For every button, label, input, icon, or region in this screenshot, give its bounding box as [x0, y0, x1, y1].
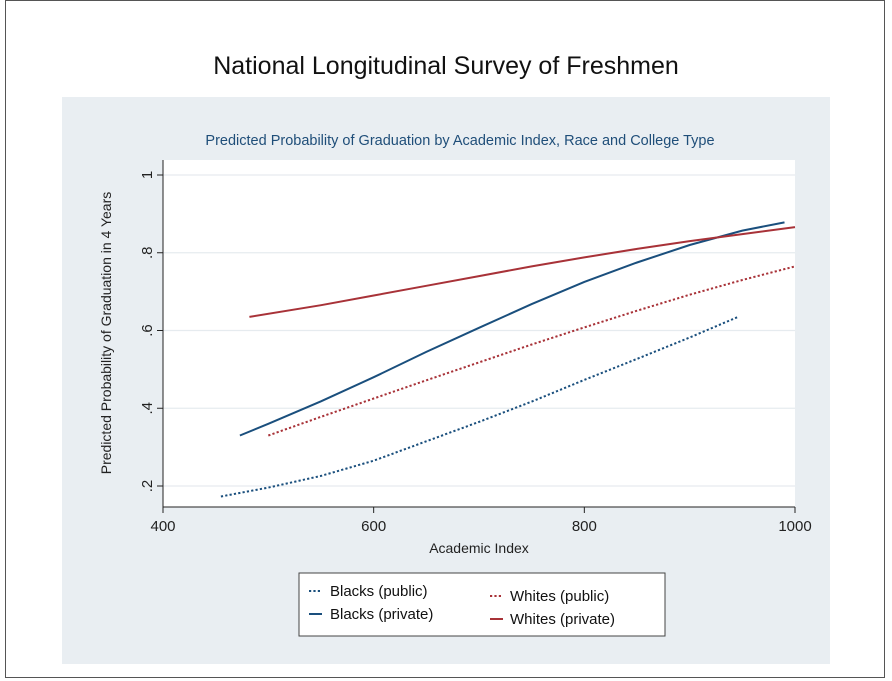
plot-area: [163, 160, 795, 507]
legend-box: [298, 572, 666, 637]
axes: .2 .4 .6 .8 1 400 600 800 1000: [139, 160, 812, 535]
gridlines: [163, 174, 795, 487]
x-axis-title: Academic Index: [429, 540, 529, 556]
series-line-0: [220, 316, 738, 498]
chart-title: Predicted Probability of Graduation by A…: [205, 133, 714, 149]
page-title: National Longitudinal Survey of Freshmen: [213, 52, 679, 80]
x-tick-label-1: 600: [361, 518, 386, 535]
series-line-2: [267, 265, 796, 437]
series-line-1: [239, 221, 785, 437]
legend-label-1: Blacks (private): [330, 606, 433, 623]
legend: Blacks (public) Blacks (private) Whites (p…: [298, 572, 666, 637]
y-tick-label-1: .4: [139, 402, 156, 415]
x-tick-label-2: 800: [572, 518, 597, 535]
y-axis-title: Predicted Probability of Graduation in 4…: [98, 192, 114, 475]
legend-label-0: Blacks (public): [330, 583, 428, 600]
legend-label-2: Whites (public): [510, 588, 609, 605]
legend-label-3: Whites (private): [510, 611, 615, 628]
y-tick-label-4: 1: [139, 171, 156, 179]
series-line-3: [249, 226, 796, 318]
x-tick-label-3: 1000: [778, 518, 811, 535]
y-tick-label-0: .2: [139, 480, 156, 493]
y-tick-label-2: .6: [139, 324, 156, 337]
y-tick-label-3: .8: [139, 246, 156, 259]
x-tick-label-0: 400: [150, 518, 175, 535]
series-layer: [220, 221, 796, 498]
